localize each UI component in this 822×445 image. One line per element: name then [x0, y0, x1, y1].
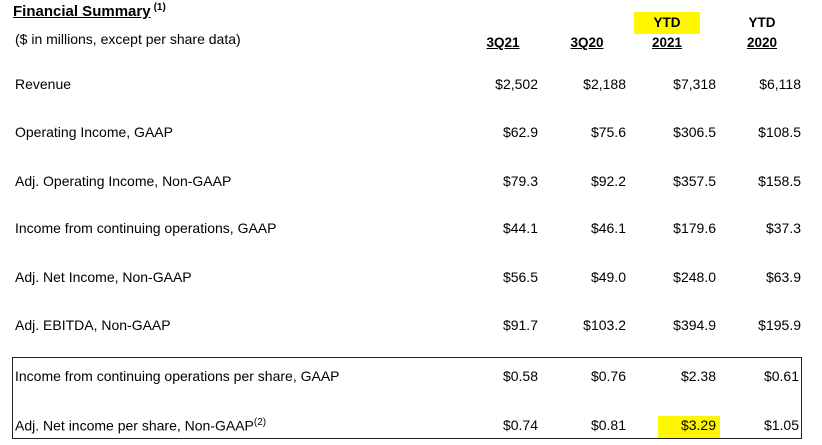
table-cell: $0.81 — [590, 417, 626, 433]
column-header-label: YTD — [748, 15, 776, 30]
adj-net-income-per-share-ytd-2021-highlight — [658, 416, 720, 438]
column-header-3q20: 3Q20 — [562, 13, 612, 53]
table-cell: $394.9 — [673, 317, 716, 333]
row-label-income-continuing-ops: Income from continuing operations, GAAP — [15, 220, 277, 236]
table-cell: $2,502 — [495, 76, 538, 92]
table-cell: $75.6 — [590, 124, 626, 140]
title-footnote-marker: (1) — [153, 2, 166, 13]
table-cell: $6,118 — [759, 76, 801, 92]
page-title: Financial Summary (1) — [13, 2, 166, 20]
column-header-label: 3Q20 — [570, 35, 604, 50]
table-cell: $0.74 — [502, 417, 538, 433]
table-cell: $0.58 — [502, 368, 538, 384]
column-header-label: 3Q21 — [486, 35, 520, 50]
row-label-adj-operating-income: Adj. Operating Income, Non-GAAP — [15, 173, 232, 189]
footnote-marker: (2) — [253, 417, 267, 428]
table-cell: $49.0 — [590, 269, 626, 285]
per-share-box-border-left — [12, 357, 13, 439]
table-cell: $1.05 — [763, 417, 799, 433]
per-share-box-border-bottom — [12, 438, 802, 439]
table-cell: $44.1 — [502, 220, 538, 236]
row-label-adj-net-income: Adj. Net Income, Non-GAAP — [15, 269, 192, 285]
column-header-label: 2021 — [651, 35, 683, 50]
table-cell: $2,188 — [583, 76, 626, 92]
table-cell-highlighted: $3.29 — [680, 417, 716, 433]
per-share-box-border-right — [801, 357, 802, 439]
ytd-2021-header-highlight — [634, 12, 700, 34]
units-note: ($ in millions, except per share data) — [15, 31, 241, 47]
row-label-revenue: Revenue — [15, 76, 72, 92]
per-share-box-border-top — [12, 357, 802, 358]
table-cell: $79.3 — [502, 173, 538, 189]
table-cell: $357.5 — [673, 173, 716, 189]
table-cell: $92.2 — [590, 173, 626, 189]
table-cell: $108.5 — [758, 124, 801, 140]
column-header-label: 2020 — [746, 35, 778, 50]
row-label-income-continuing-ops-per-share: Income from continuing operations per sh… — [15, 368, 340, 384]
table-cell: $0.61 — [763, 368, 799, 384]
row-label-operating-income-gaap: Operating Income, GAAP — [15, 124, 173, 140]
table-cell: $7,318 — [673, 76, 716, 92]
table-cell: $2.38 — [680, 368, 716, 384]
table-cell: $0.76 — [590, 368, 626, 384]
column-header-ytd-2020: YTD 2020 — [737, 13, 787, 53]
table-cell: $91.7 — [502, 317, 538, 333]
column-header-3q21: 3Q21 — [478, 13, 528, 53]
row-label-adj-net-income-per-share: Adj. Net income per share, Non-GAAP(2) — [15, 417, 266, 434]
column-header-label: YTD — [653, 15, 681, 30]
table-cell: $37.3 — [765, 220, 801, 236]
table-cell: $56.5 — [502, 269, 538, 285]
table-cell: $248.0 — [673, 269, 716, 285]
table-cell: $179.6 — [673, 220, 716, 236]
column-header-ytd-2021: YTD 2021 — [642, 13, 692, 53]
title-text: Financial Summary — [13, 3, 151, 20]
table-cell: $46.1 — [590, 220, 626, 236]
table-cell: $306.5 — [673, 124, 716, 140]
table-cell: $158.5 — [758, 173, 801, 189]
row-label-text: Adj. Net income per share, Non-GAAP — [15, 417, 254, 434]
table-cell: $63.9 — [765, 269, 801, 285]
row-label-adj-ebitda: Adj. EBITDA, Non-GAAP — [15, 317, 171, 333]
table-cell: $103.2 — [583, 317, 626, 333]
table-cell: $62.9 — [502, 124, 538, 140]
table-cell: $195.9 — [758, 317, 801, 333]
